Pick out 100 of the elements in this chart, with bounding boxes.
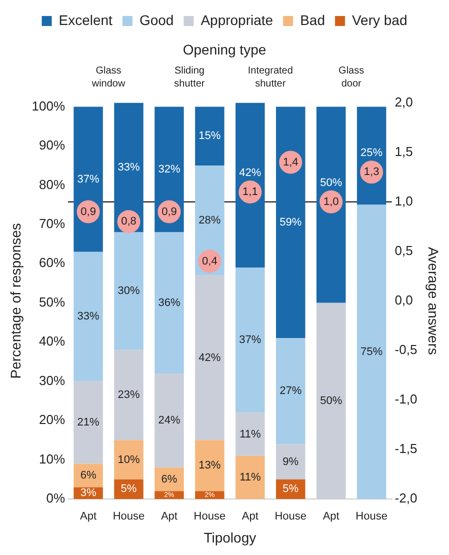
data-label: 37%: [77, 173, 100, 186]
data-label: 30%: [118, 285, 140, 298]
data-label: 15%: [198, 130, 221, 142]
bar: [195, 275, 224, 440]
data-label: 11%: [240, 471, 261, 484]
y2-tick-label: -1,5: [394, 441, 418, 456]
y-tick-label: 0%: [46, 490, 66, 506]
y2-tick-label: 2,0: [394, 94, 413, 110]
y-axis-title: Percentage of responses: [7, 223, 24, 379]
data-label: 0,9: [80, 206, 96, 218]
y2-tick-label: 0,0: [394, 292, 413, 308]
bar: [114, 232, 144, 350]
y2-axis-title: Average answers: [426, 246, 442, 355]
y-tick-label: 30%: [39, 372, 66, 388]
text: Integrated shutter: [248, 66, 293, 90]
data-label: 1,0: [323, 196, 339, 208]
data-label: 1,1: [242, 186, 258, 198]
x-tick-label: Apt: [242, 510, 258, 523]
text: Glass door: [338, 66, 364, 90]
bar: [356, 204, 386, 499]
legend-label: Bad: [300, 12, 325, 28]
data-label: 42%: [239, 166, 262, 179]
data-label: 0,8: [121, 216, 136, 228]
data-label: 1,4: [282, 156, 298, 168]
data-label: 28%: [198, 214, 221, 227]
chart-title: Opening type: [182, 41, 266, 58]
bar: [276, 338, 306, 444]
data-label: 50%: [320, 394, 342, 407]
y2-tick-label: 0,5: [394, 242, 413, 258]
bar: [114, 440, 144, 480]
bar: [74, 106, 103, 252]
data-label: 59%: [280, 216, 302, 228]
bar: [236, 412, 265, 456]
x-tick-label: House: [194, 510, 226, 523]
y2-tick-label: -2,0: [394, 490, 418, 506]
data-label: 1,3: [364, 166, 380, 178]
data-label: 6%: [161, 473, 178, 486]
x-tick-label: House: [112, 510, 145, 523]
data-label: 33%: [118, 162, 140, 174]
bar: [74, 381, 103, 464]
data-label: 10%: [118, 454, 140, 466]
y-tick-label: 90%: [39, 138, 66, 153]
data-label: 11%: [240, 428, 261, 440]
data-label: 75%: [360, 346, 383, 358]
text: Glass window: [90, 66, 126, 90]
data-label: 32%: [158, 164, 180, 176]
legend-label: Good: [139, 12, 174, 28]
legend-label: Excelent: [58, 12, 113, 28]
legend-label: Appropriate: [200, 12, 274, 28]
y-tick-label: 60%: [39, 255, 66, 270]
x-axis-title: Tipology: [204, 529, 256, 546]
bar: [154, 468, 184, 492]
y2-tick-label: 1,0: [394, 193, 413, 208]
data-label: 42%: [198, 352, 221, 364]
data-label: 9%: [282, 456, 299, 468]
x-tick-label: House: [356, 510, 388, 523]
y-tick-label: 10%: [39, 451, 66, 466]
data-label: 36%: [158, 296, 180, 309]
text: Sliding shutter: [174, 66, 206, 90]
y-tick-label: 20%: [39, 412, 66, 428]
bar: [154, 373, 184, 468]
data-label: 37%: [239, 334, 262, 346]
legend-label: Very bad: [352, 12, 408, 28]
data-label: 25%: [360, 147, 383, 160]
bar: [74, 464, 103, 488]
bar: [195, 491, 224, 499]
y-tick-label: 100%: [32, 98, 66, 114]
x-tick-label: Apt: [160, 510, 178, 523]
y2-tick-label: -1,0: [394, 392, 418, 407]
data-label: 23%: [118, 389, 140, 402]
y-tick-label: 80%: [39, 176, 66, 192]
y-tick-label: 40%: [39, 334, 66, 349]
data-label: 21%: [77, 416, 100, 429]
bar: [236, 268, 265, 413]
bar: [154, 491, 184, 499]
data-label: 24%: [158, 414, 180, 427]
bar: [154, 106, 184, 232]
x-tick-label: Apt: [322, 510, 340, 523]
data-label: 5%: [120, 483, 137, 496]
data-label: 33%: [77, 310, 100, 323]
bar: [114, 350, 144, 440]
data-label: 50%: [320, 176, 342, 189]
data-label: 6%: [80, 469, 96, 482]
bar: [154, 232, 184, 374]
y-tick-label: 50%: [39, 294, 66, 310]
bar: [195, 440, 224, 492]
x-tick-label: Apt: [80, 510, 97, 523]
bar: [316, 106, 346, 303]
bar: [276, 106, 306, 338]
y-tick-label: 70%: [39, 216, 66, 231]
y2-tick-label: -0,5: [394, 342, 418, 358]
y2-tick-label: 1,5: [394, 144, 413, 159]
bar: [276, 444, 306, 480]
data-label: 0,9: [162, 206, 177, 218]
bar: [74, 252, 103, 382]
data-label: 13%: [198, 460, 221, 472]
data-label: 3%: [80, 487, 96, 500]
bar: [236, 456, 265, 499]
data-label: 5%: [282, 483, 299, 496]
x-tick-label: House: [274, 510, 307, 523]
